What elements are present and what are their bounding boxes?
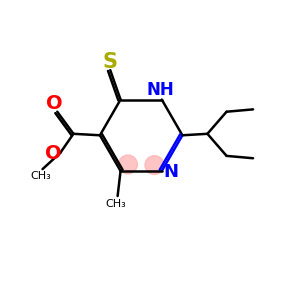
Text: CH₃: CH₃ bbox=[31, 171, 51, 181]
Circle shape bbox=[145, 156, 164, 175]
Text: O: O bbox=[44, 144, 61, 163]
Circle shape bbox=[118, 155, 137, 174]
Text: CH₃: CH₃ bbox=[106, 199, 127, 209]
Text: N: N bbox=[164, 164, 179, 181]
Text: S: S bbox=[103, 52, 118, 72]
Text: O: O bbox=[46, 94, 63, 113]
Text: NH: NH bbox=[146, 81, 174, 99]
